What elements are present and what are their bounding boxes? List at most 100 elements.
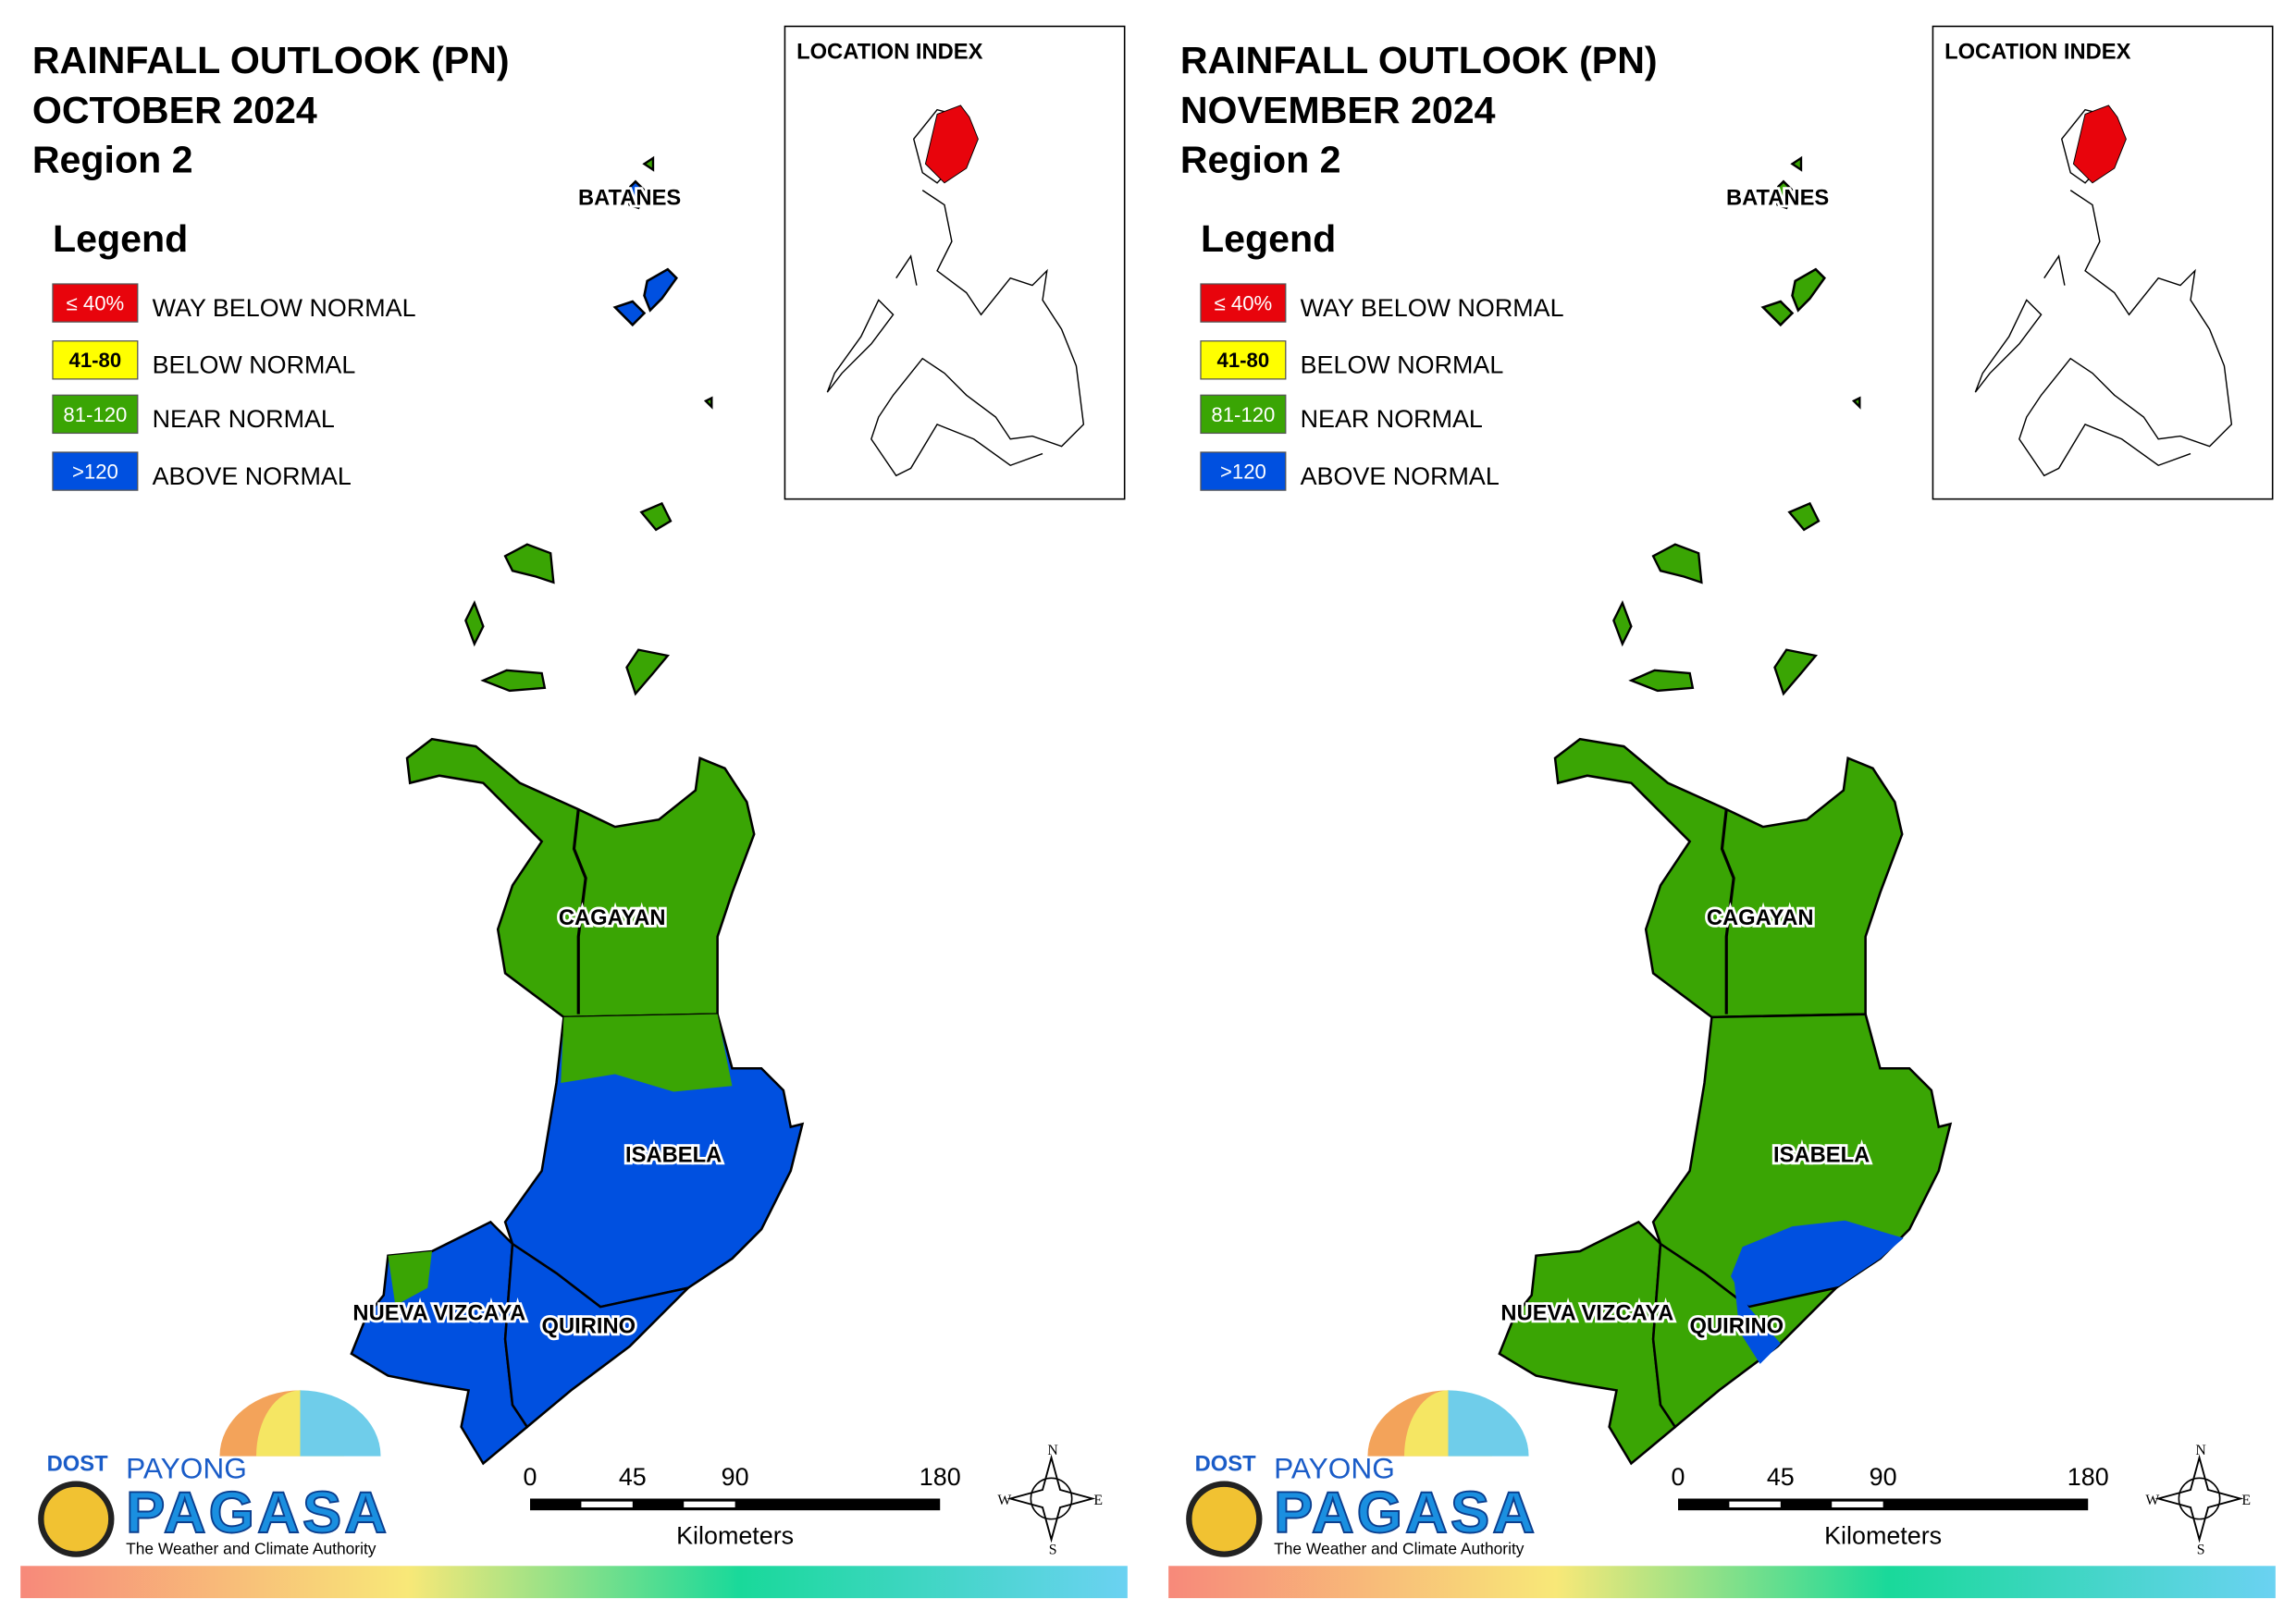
legend-title: Legend — [1201, 217, 1336, 260]
province-area — [643, 267, 678, 313]
province-boundary — [1720, 808, 1735, 1014]
scale-segment — [684, 1501, 735, 1507]
legend-swatch — [52, 394, 139, 435]
legend-range: 41-80 — [69, 349, 122, 372]
map-title: RAINFALL OUTLOOK (PN) — [32, 39, 510, 81]
province-boundary — [572, 808, 587, 1014]
compass-rose — [1006, 1454, 1096, 1543]
legend-label: WAY BELOW NORMAL — [1301, 294, 1564, 322]
province-label: NUEVA VIZCAYA — [1500, 1301, 1673, 1325]
region-2-highlight — [924, 105, 979, 184]
compass-letter: S — [1049, 1543, 1057, 1558]
island — [703, 396, 713, 410]
island — [503, 543, 555, 584]
compass-ring — [1030, 1477, 1073, 1520]
province-label: BATANES — [1726, 187, 1829, 211]
legend-label: ABOVE NORMAL — [153, 462, 352, 490]
island — [625, 648, 670, 696]
legend-title: Legend — [53, 217, 188, 260]
map-title: NOVEMBER 2024 — [1180, 89, 1496, 131]
scale-unit: Kilometers — [1824, 1522, 1942, 1550]
island — [1651, 543, 1703, 584]
scale-label: 0 — [1672, 1463, 1685, 1491]
island — [642, 155, 655, 172]
province-label: BATANES — [578, 187, 681, 211]
island — [1773, 648, 1818, 696]
location-index-title: LOCATION INDEX — [1944, 40, 2130, 64]
legend-label: BELOW NORMAL — [1301, 351, 1504, 379]
philippines-outline — [826, 108, 1085, 477]
map-title: RAINFALL OUTLOOK (PN) — [1180, 39, 1658, 81]
province-area — [1498, 1220, 1677, 1466]
map-title: Region 2 — [32, 139, 193, 181]
legend-range: 81-120 — [1211, 403, 1275, 426]
compass-ring — [2178, 1477, 2221, 1520]
legend-swatch — [1200, 394, 1287, 435]
compass-letter: E — [1093, 1493, 1103, 1508]
scale-label: 90 — [722, 1463, 749, 1491]
province-area — [1773, 179, 1794, 210]
legend-swatch — [1200, 283, 1287, 323]
logo-pagasa: PAGASA — [126, 1481, 389, 1545]
legend-swatch — [52, 283, 139, 323]
location-index-frame — [784, 25, 1126, 500]
island — [1612, 600, 1633, 647]
compass-letter: W — [997, 1493, 1011, 1508]
logo-seal — [1186, 1481, 1263, 1557]
legend-range: 41-80 — [1217, 349, 1270, 372]
map-panel: RAINFALL OUTLOOK (PN) NOVEMBER 2024 Region… — [1168, 25, 2276, 1599]
scale-label: 180 — [2068, 1463, 2109, 1491]
legend-range: ≤ 40% — [1215, 291, 1273, 314]
compass-letter: N — [2195, 1443, 2206, 1458]
province-subarea — [561, 1014, 733, 1092]
logo-seal — [38, 1481, 115, 1557]
logo-pagasa: PAGASA — [1274, 1481, 1537, 1545]
legend-label: BELOW NORMAL — [153, 351, 356, 379]
legend-range: >120 — [1220, 460, 1266, 483]
scale-segment — [1729, 1501, 1781, 1507]
province-subarea — [1734, 1275, 1781, 1364]
location-index-frame — [1932, 25, 2274, 500]
legend-label: ABOVE NORMAL — [1301, 462, 1500, 490]
map-title: Region 2 — [1180, 139, 1341, 181]
legend-swatch — [52, 451, 139, 491]
logo-tagline: The Weather and Climate Authority — [1274, 1540, 1524, 1558]
island — [639, 501, 673, 532]
legend-range: ≤ 40% — [67, 291, 125, 314]
island — [1851, 396, 1861, 410]
province-area — [1760, 300, 1795, 327]
legend-label: WAY BELOW NORMAL — [153, 294, 416, 322]
scale-segment — [1832, 1501, 1883, 1507]
scale-label: 45 — [619, 1463, 647, 1491]
logo-payong: PAYONG — [126, 1451, 247, 1484]
province-label: QUIRINO — [542, 1315, 636, 1339]
compass-letter: S — [2197, 1543, 2205, 1558]
province-area — [503, 1241, 692, 1429]
legend-label: NEAR NORMAL — [1301, 405, 1483, 433]
province-area — [1553, 737, 1904, 1019]
province-area — [625, 179, 646, 210]
umbrella-right — [1448, 1390, 1529, 1457]
philippines-outline — [1974, 108, 2233, 477]
gradient-strip — [1168, 1566, 2276, 1599]
logo-tagline: The Weather and Climate Authority — [126, 1540, 376, 1558]
compass-letter: N — [1047, 1443, 1058, 1458]
legend-label: NEAR NORMAL — [153, 405, 335, 433]
province-label: NUEVA VIZCAYA — [352, 1301, 525, 1325]
province-label: QUIRINO — [1690, 1315, 1784, 1339]
island — [1790, 155, 1803, 172]
province-area — [612, 300, 647, 327]
scale-label: 0 — [524, 1463, 537, 1491]
gradient-strip — [20, 1566, 1128, 1599]
compass-letter: W — [2145, 1493, 2159, 1508]
scale-unit: Kilometers — [676, 1522, 794, 1550]
compass-rose — [2154, 1454, 2244, 1543]
province-area — [405, 737, 756, 1019]
region-2-highlight — [2072, 105, 2127, 184]
province-label: ISABELA — [625, 1144, 722, 1168]
scale-segment — [581, 1501, 633, 1507]
logo-dost: DOST — [1195, 1452, 1256, 1476]
province-label: CAGAYAN — [559, 906, 666, 930]
map-title: OCTOBER 2024 — [32, 89, 317, 131]
